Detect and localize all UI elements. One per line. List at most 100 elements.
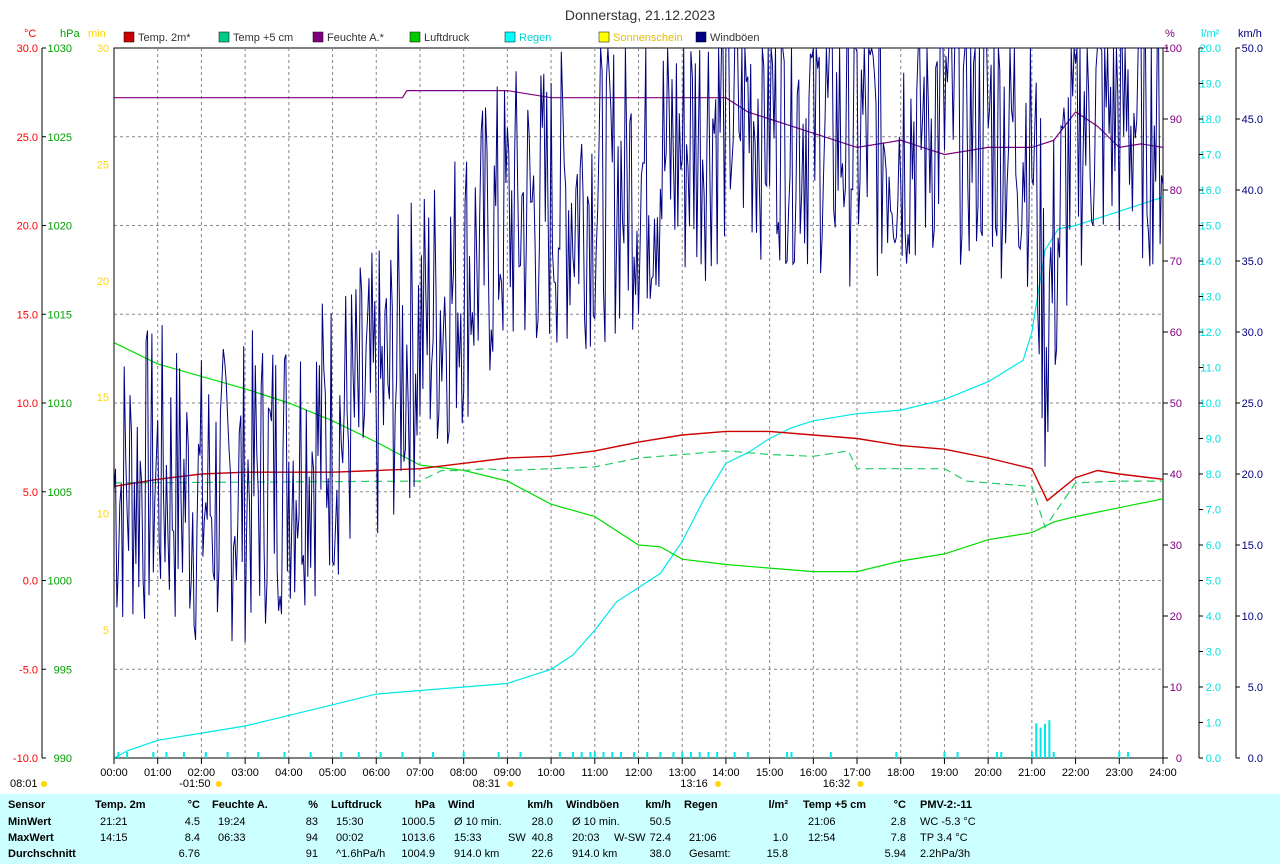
sun-tick-label: 10 xyxy=(97,509,109,521)
header-sensor: Sensor xyxy=(8,799,46,811)
rain-bar xyxy=(956,752,959,758)
temp2m-value: 6.76 xyxy=(178,848,200,860)
header-wind-unit: km/h xyxy=(527,799,553,811)
statistics-panel: Sensor Temp. 2m °C Feuchte A.% Luftdruck hPa W… xyxy=(0,794,1280,864)
temp2m-value: 8.4 xyxy=(184,832,200,844)
legend-label: Temp. 2m* xyxy=(138,32,191,44)
sun-marker xyxy=(41,781,47,787)
x-tick-label: 21:00 xyxy=(1018,767,1046,779)
x-tick-label: 20:00 xyxy=(974,767,1002,779)
rain-bar xyxy=(593,752,596,758)
humidity-time: 19:24 xyxy=(218,816,246,828)
legend-swatch xyxy=(218,31,230,43)
rain-tick-label: 14.0 xyxy=(1200,256,1221,268)
rain-bar xyxy=(182,752,185,758)
wind-value: 28.0 xyxy=(531,816,553,828)
pressure-tick-label: 1010 xyxy=(48,398,72,410)
marker-label: 16:32 xyxy=(823,778,851,790)
temp-tick-label: 25.0 xyxy=(17,132,38,144)
x-tick-label: 24:00 xyxy=(1149,767,1177,779)
rain-tick-label: 5.0 xyxy=(1206,576,1221,588)
wind-time: 914.0 km xyxy=(454,848,500,860)
header-pressure: Luftdruck xyxy=(331,799,382,811)
rain-tick-label: 16.0 xyxy=(1200,185,1221,197)
temp5cm-line xyxy=(113,450,1163,529)
sun-marker xyxy=(507,781,514,787)
legend-swatch xyxy=(312,31,324,43)
rain-tick-label: 2.0 xyxy=(1206,682,1221,694)
temp2m-line xyxy=(113,430,1164,502)
x-tick-label: 05:00 xyxy=(319,767,347,779)
rain-bar xyxy=(672,752,675,758)
wind-tick-label: 20.0 xyxy=(1242,469,1263,481)
wind-tick-label: 50.0 xyxy=(1242,43,1263,55)
rain-value: 15.8 xyxy=(766,848,788,860)
header-rain-unit: l/m² xyxy=(768,799,788,811)
rain-tick-label: 18.0 xyxy=(1200,114,1221,126)
x-tick-label: 18:00 xyxy=(887,767,915,779)
pressure-tick-label: 1030 xyxy=(48,43,72,55)
rain-time: Gesamt: xyxy=(689,848,731,860)
rain-bar xyxy=(309,752,312,758)
pressure-value: 1004.9 xyxy=(401,848,435,860)
rain-tick-label: 0.0 xyxy=(1206,753,1221,765)
rain-bar xyxy=(1039,727,1042,758)
temp2m-value: 4.5 xyxy=(184,816,200,828)
sun-tick-label: 5 xyxy=(103,625,109,637)
rain-tick-label: 20.0 xyxy=(1200,43,1221,55)
rain-bar xyxy=(204,752,207,758)
pressure-tick-label: 1025 xyxy=(48,132,72,144)
humidity-tick-label: 70 xyxy=(1170,256,1182,268)
axis-units: °C hPa min% l/m² km/h xyxy=(24,28,1262,40)
rain-bar xyxy=(558,752,561,758)
rain-bar xyxy=(357,752,360,758)
rain-tick-label: 11.0 xyxy=(1200,363,1221,375)
rain-tick-label: 1.0 xyxy=(1206,718,1221,730)
gust-value: 38.0 xyxy=(649,848,671,860)
rain-bar xyxy=(283,752,286,758)
rain-bar xyxy=(571,752,574,758)
humidity-tick-label: 10 xyxy=(1170,682,1182,694)
rain-bar xyxy=(681,752,684,758)
wind-dir: SW xyxy=(508,832,526,844)
wind-tick-label: 35.0 xyxy=(1242,256,1263,268)
header-gust-unit: km/h xyxy=(645,799,671,811)
rain-bar xyxy=(117,752,120,758)
humidity-tick-label: 60 xyxy=(1170,327,1182,339)
x-tick-label: 04:00 xyxy=(275,767,303,779)
rain-bar xyxy=(257,752,260,758)
wind-value: 22.6 xyxy=(531,848,553,860)
temp-tick-label: 30.0 xyxy=(17,43,38,55)
rain-tick-label: 10.0 xyxy=(1200,398,1221,410)
rain-bar xyxy=(633,752,636,758)
weather-chart: Donnerstag, 21.12.2023 Temp. 2m* Temp +5 … xyxy=(10,7,1263,790)
rain-bar xyxy=(1118,752,1121,758)
legend-label: Sonnenschein xyxy=(613,32,683,44)
header-rain: Regen xyxy=(684,799,718,811)
rain-bar xyxy=(611,752,614,758)
wind-tick-label: 30.0 xyxy=(1242,327,1263,339)
pressure-time: 15:30 xyxy=(336,816,364,828)
rain-bar xyxy=(895,752,898,758)
legend-swatch xyxy=(123,31,135,43)
rain-bar xyxy=(689,752,692,758)
wind-tick-label: 45.0 xyxy=(1242,114,1263,126)
rain-tick-label: 6.0 xyxy=(1206,540,1221,552)
rain-bar xyxy=(1030,752,1033,758)
header-temp5cm: Temp +5 cm xyxy=(803,799,867,811)
humidity-value: 83 xyxy=(305,816,318,828)
humidity-tick-label: 100 xyxy=(1164,43,1182,55)
x-tick-label: 07:00 xyxy=(406,767,434,779)
x-tick-label: 17:00 xyxy=(843,767,871,779)
rain-bar xyxy=(659,752,662,758)
rain-bar xyxy=(1127,752,1130,758)
x-tick-label: 08:00 xyxy=(450,767,478,779)
rain-bar xyxy=(1000,752,1003,758)
x-tick-label: 01:00 xyxy=(144,767,172,779)
header-temp5cm-unit: °C xyxy=(893,799,906,811)
sun-marker xyxy=(215,781,222,787)
rain-bar xyxy=(943,752,946,758)
rain-bar xyxy=(733,752,736,758)
header-pmv: PMV-2:-11 xyxy=(920,799,972,811)
temp-tick-label: 10.0 xyxy=(17,398,38,410)
